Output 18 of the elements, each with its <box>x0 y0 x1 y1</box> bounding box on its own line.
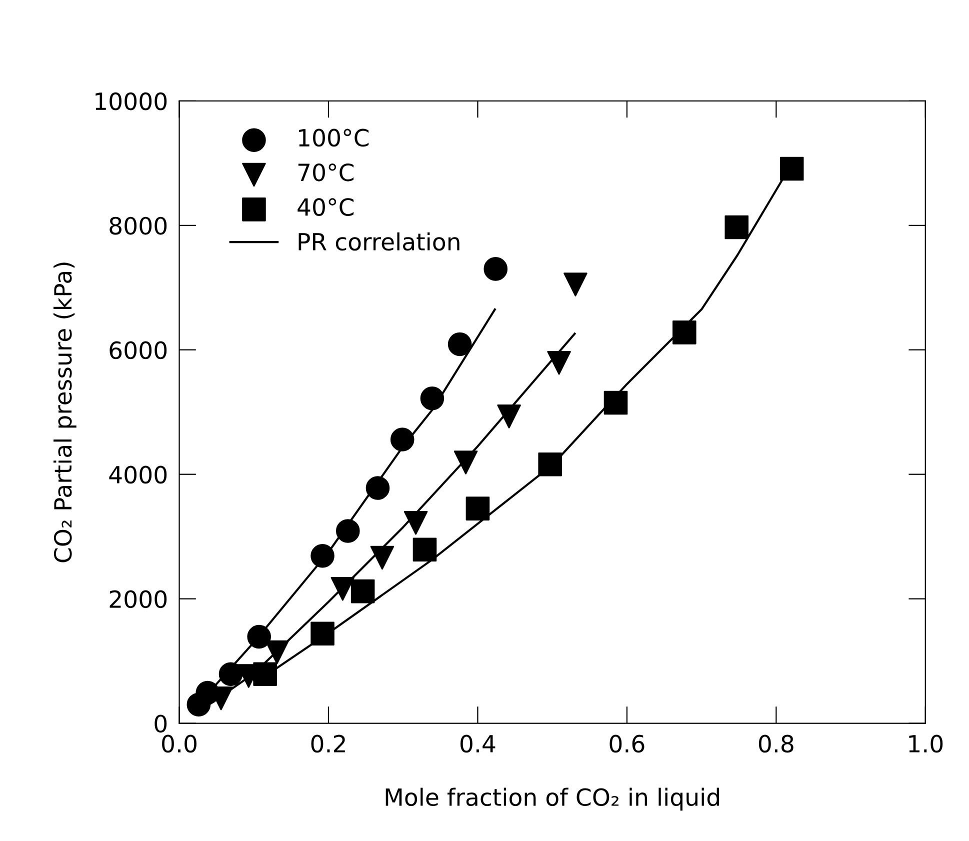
y-tick-label: 10000 <box>96 92 167 110</box>
legend-label: PR correlation <box>298 232 460 251</box>
y-tick-label: 8000 <box>110 216 167 235</box>
x-tick-label: 0.0 <box>162 734 196 753</box>
legend-label: 40°C <box>298 198 354 216</box>
legend-label: 70°C <box>298 163 354 182</box>
x-tick-label: 1.0 <box>909 734 943 753</box>
y-tick-label: 0 <box>154 714 167 733</box>
y-tick-label: 6000 <box>110 341 167 360</box>
x-axis-title: Mole fraction of CO₂ in liquid <box>386 788 719 811</box>
legend-label: 100°C <box>299 128 369 147</box>
x-tick-label: 0.2 <box>311 734 345 753</box>
y-tick-label: 4000 <box>109 466 167 484</box>
y-tick-label: 2000 <box>110 590 167 608</box>
x-tick-label: 0.8 <box>758 734 794 753</box>
x-tick-label: 0.4 <box>460 734 496 753</box>
x-tick-label: 0.6 <box>610 734 644 753</box>
y-axis-title: CO₂ Partial pressure (kPa) <box>54 262 76 562</box>
